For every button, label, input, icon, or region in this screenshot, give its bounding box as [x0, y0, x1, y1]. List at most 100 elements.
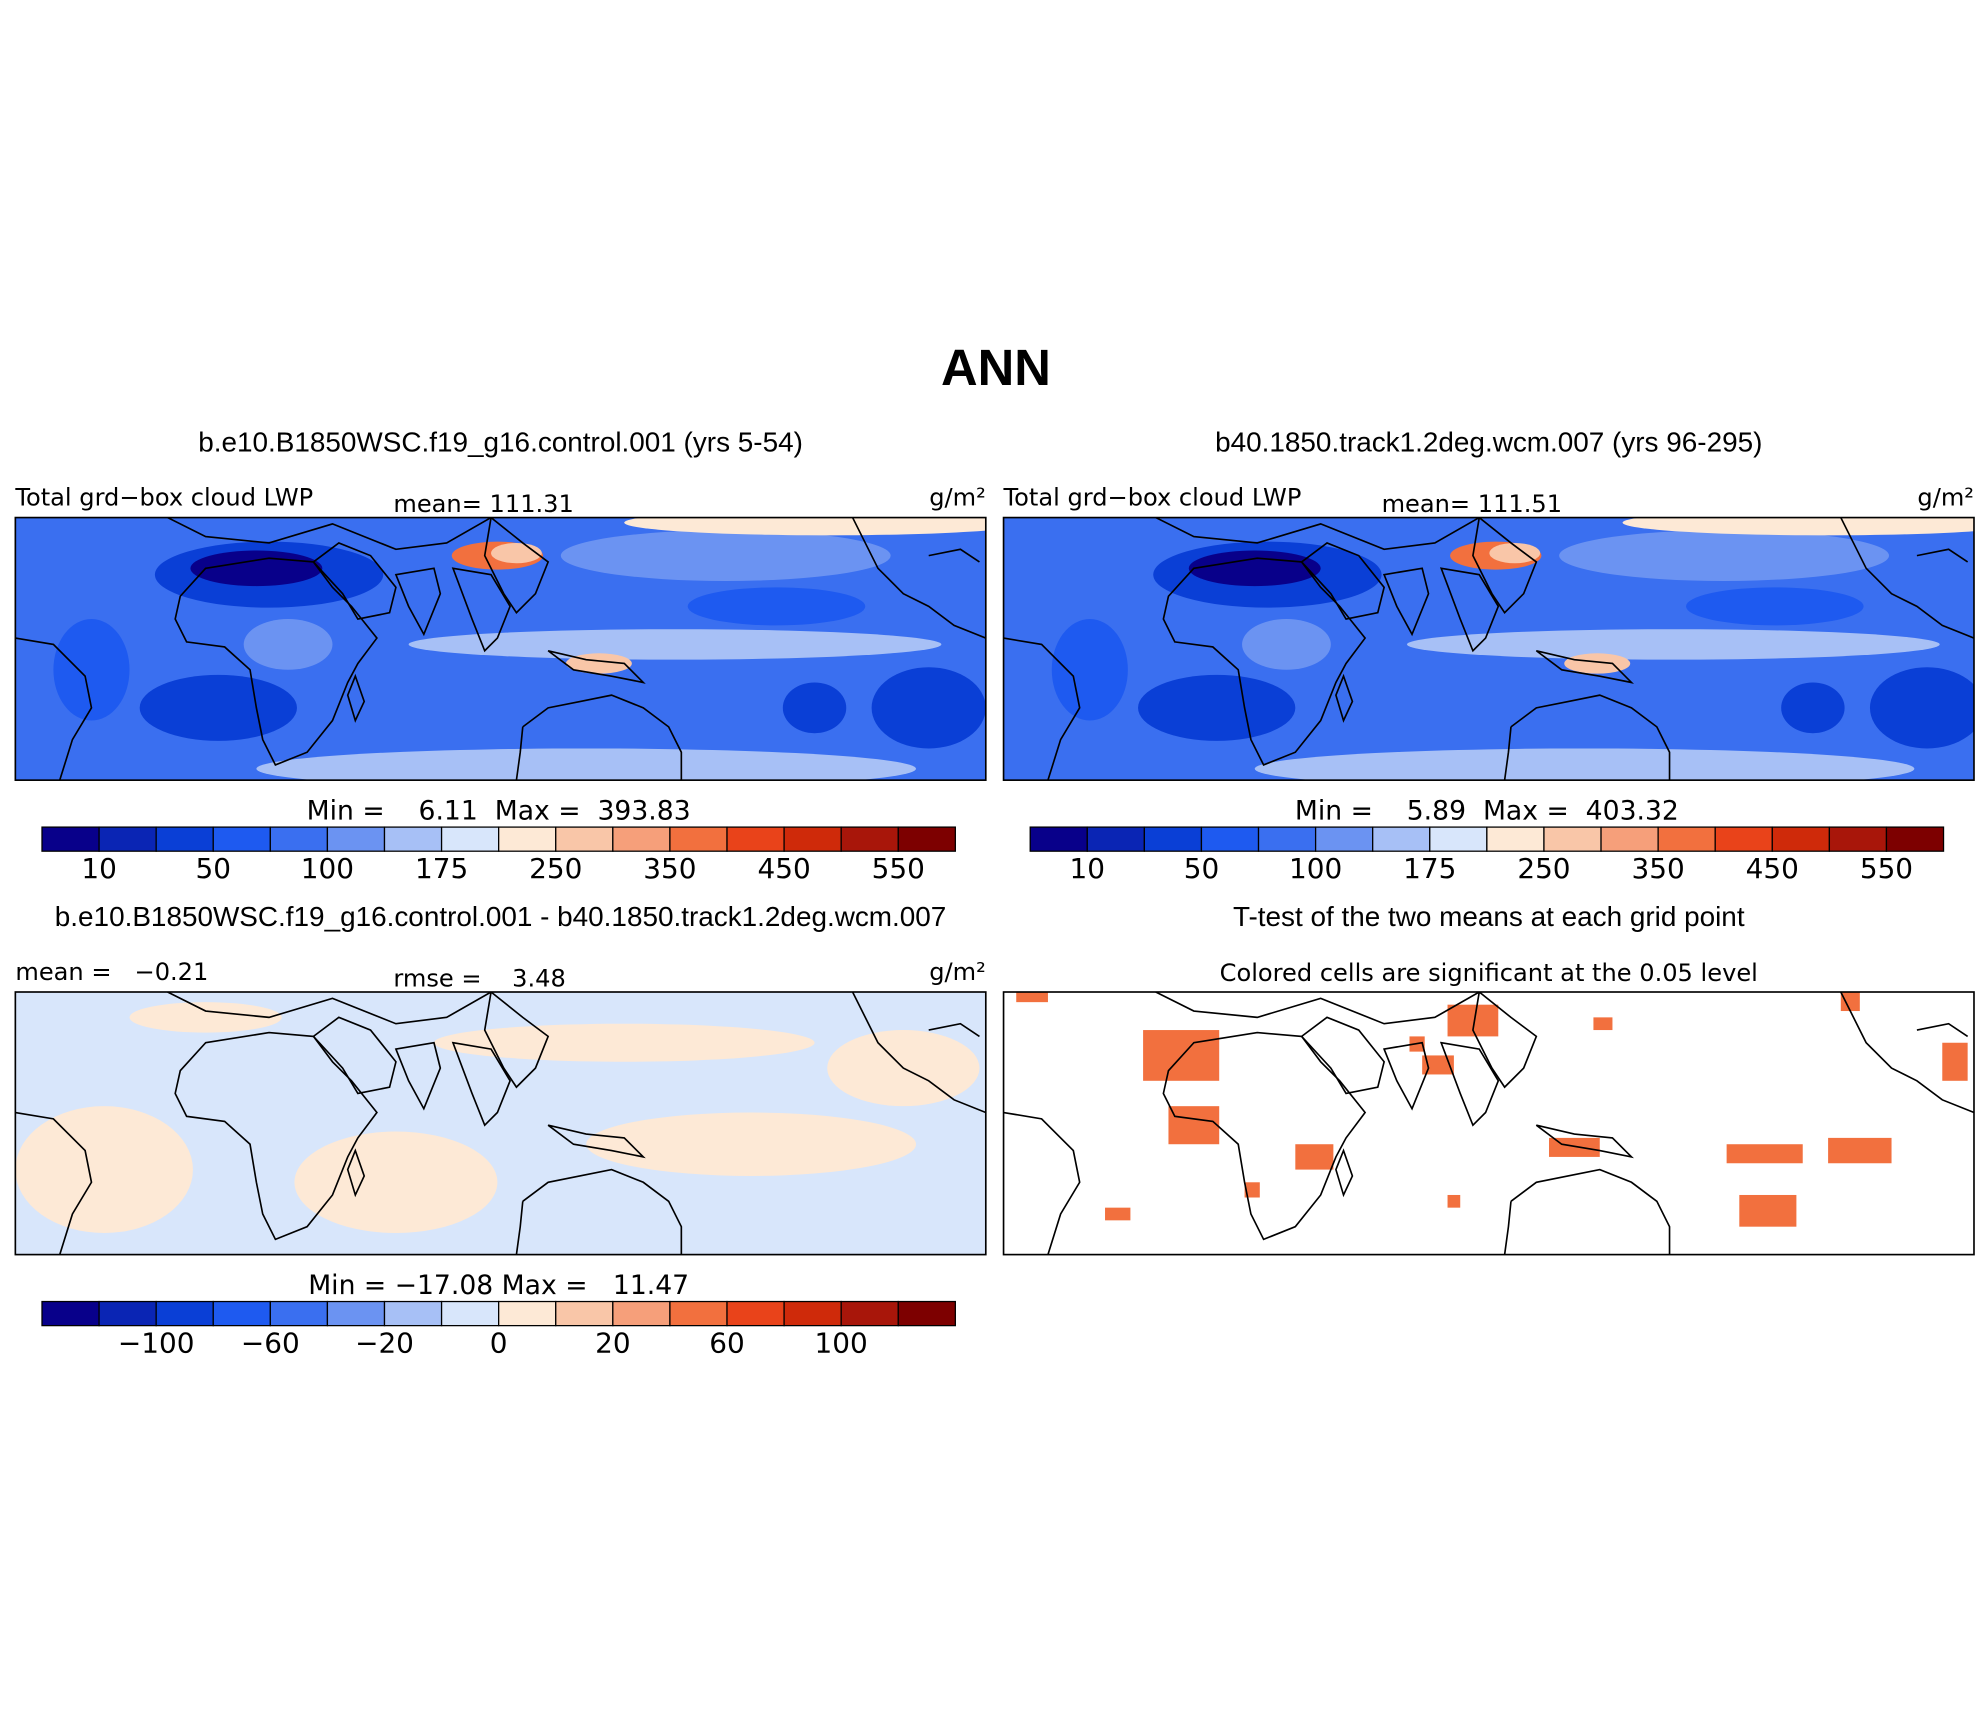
colorbar-segment [783, 826, 842, 852]
units-label: g/m² [929, 958, 986, 986]
field-contour [433, 1023, 815, 1062]
colorbar-segment [726, 1300, 785, 1327]
map-field [15, 992, 986, 1255]
colorbar-segment [726, 826, 785, 852]
field-contour [243, 619, 333, 670]
colorbar-label: −20 [355, 1327, 414, 1360]
colorbar-segment [1714, 826, 1773, 852]
center-label: mean= 111.31 [393, 490, 573, 518]
field-contour [1781, 682, 1845, 734]
colorbar-label: 100 [815, 1327, 868, 1360]
map-field [1003, 992, 1974, 1255]
field-contour [1138, 674, 1296, 741]
significant-cell [1840, 992, 1860, 1012]
map-frame [14, 516, 987, 781]
colorbar-label: 100 [1289, 852, 1342, 885]
colorbar-segment [1429, 826, 1488, 852]
significant-cell [1726, 1144, 1803, 1164]
min-max-label: Min = 6.11 Max = 393.83 [307, 795, 691, 826]
colorbar-label: 20 [595, 1327, 631, 1360]
field-contour [129, 1002, 282, 1033]
colorbar-segment [1314, 826, 1374, 852]
colorbar-label: 550 [872, 852, 925, 885]
colorbar-label: 175 [1403, 852, 1456, 885]
colorbar-label: 10 [81, 852, 117, 885]
colorbar-segment [555, 826, 614, 852]
significant-cell [1168, 1106, 1220, 1145]
center-label: mean= 111.51 [1382, 490, 1562, 518]
colorbar-segment [1257, 826, 1317, 852]
colorbar-segment [1029, 826, 1088, 852]
field-contour [624, 517, 986, 536]
center-label: rmse = 3.48 [393, 964, 565, 992]
significant-cell [1828, 1137, 1892, 1164]
colorbar-segment [840, 1300, 899, 1327]
colorbar-segment [1543, 826, 1602, 852]
map-frame [14, 991, 987, 1256]
colorbar-segment [897, 1300, 956, 1327]
colorbar-label: 450 [1746, 852, 1799, 885]
field-contour [1559, 530, 1889, 581]
field-contour [256, 748, 916, 781]
map [14, 991, 987, 1256]
colorbar-label: 50 [195, 852, 231, 885]
significant-cell [1942, 1042, 1968, 1081]
colorbar-segment [1657, 826, 1716, 852]
map-field [15, 517, 986, 781]
colorbar-label: 0 [490, 1327, 508, 1360]
significant-cell [1105, 1207, 1131, 1221]
colorbar-segment [840, 826, 899, 852]
colorbar-segment [612, 1300, 671, 1327]
colorbar-segment [1885, 826, 1945, 852]
significant-cell [1549, 1137, 1600, 1157]
field-contour [1869, 667, 1974, 749]
colorbar-segment [1372, 826, 1431, 852]
colorbar-segment [440, 826, 500, 852]
field-contour [294, 1131, 498, 1234]
colorbar-label: 350 [643, 852, 696, 885]
field-contour [53, 619, 130, 721]
colorbar-segment [669, 1300, 728, 1327]
left-label: Total grd−box cloud LWP [14, 484, 313, 512]
colorbar-segment [1600, 826, 1659, 852]
significant-cell [1016, 992, 1048, 1003]
significant-cell [1422, 1055, 1454, 1075]
colorbar-label: −60 [241, 1327, 300, 1360]
field-contour [560, 530, 891, 581]
significant-cell [1143, 1030, 1220, 1081]
map [1002, 516, 1975, 781]
map-frame [1002, 516, 1975, 781]
colorbar-label: −100 [118, 1327, 195, 1360]
field-contour [1686, 587, 1864, 626]
panel-title: b.e10.B1850WSC.f19_g16.control.001 - b40… [55, 901, 947, 932]
colorbar-segment [155, 826, 214, 852]
colorbar-segment [41, 826, 100, 852]
colorbar-segment [212, 826, 271, 852]
units-label: g/m² [1917, 484, 1974, 512]
colorbar-segment [498, 826, 557, 852]
colorbar-label: 250 [529, 852, 582, 885]
colorbar-label: 250 [1517, 852, 1570, 885]
colorbar-segment [41, 1300, 100, 1327]
colorbar-segment [383, 1300, 443, 1327]
colorbar-segment [498, 1300, 557, 1327]
colorbar-label: 175 [415, 852, 468, 885]
colorbar-label: 350 [1631, 852, 1684, 885]
colorbar-segment [555, 1300, 614, 1327]
colorbar-segment [212, 1300, 271, 1327]
colorbar-segment [326, 826, 386, 852]
colorbar-segment [383, 826, 443, 852]
colorbar-label: 450 [757, 852, 810, 885]
colorbar-segment [269, 826, 329, 852]
field-contour [782, 682, 847, 734]
field-contour [15, 1106, 193, 1234]
field-contour [871, 667, 986, 749]
colorbar-segment [98, 1300, 157, 1327]
field-contour [408, 629, 942, 660]
panel-title: b.e10.B1850WSC.f19_g16.control.001 (yrs … [198, 426, 803, 457]
colorbar-segment [612, 826, 671, 852]
colorbar-label: 550 [1860, 852, 1913, 885]
colorbar-segment [98, 826, 157, 852]
colorbar-segment [1486, 826, 1545, 852]
